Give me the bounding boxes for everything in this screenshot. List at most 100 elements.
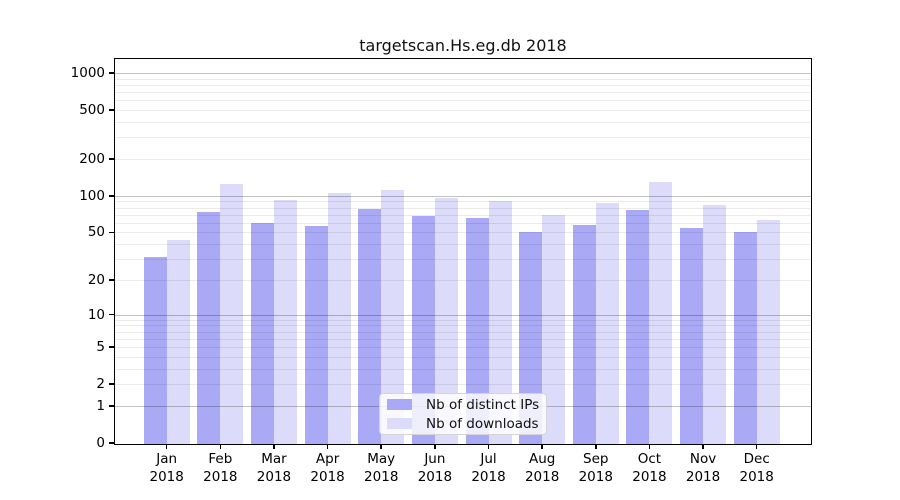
gridline-6 [115, 338, 811, 340]
bar-distinct-ips-mar [250, 222, 274, 444]
x-tick-label-apr: Apr 2018 [310, 451, 345, 485]
gridline-70 [115, 214, 811, 216]
gridline-10 [115, 314, 811, 316]
bar-downloads-jul [488, 200, 512, 444]
x-tick-mark-apr [326, 444, 329, 449]
y-tick-label-100: 100 [79, 187, 105, 204]
y-tick-mark-50 [109, 231, 114, 234]
x-tick-mark-oct [648, 444, 651, 449]
y-tick-mark-2 [109, 383, 114, 385]
y-tick-mark-500 [109, 109, 114, 111]
gridline-700 [115, 92, 811, 94]
gridline-50 [115, 232, 811, 234]
y-tick-label-1: 1 [96, 397, 105, 414]
bar-distinct-ips-jul [465, 217, 489, 444]
y-tick-label-20: 20 [87, 271, 105, 288]
y-tick-label-0: 0 [96, 435, 105, 451]
x-tick-label-sep: Sep 2018 [578, 451, 613, 485]
x-tick-mark-nov [702, 444, 704, 449]
bar-distinct-ips-nov [680, 228, 704, 444]
bar-downloads-jan [166, 240, 190, 444]
x-tick-mark-sep [595, 444, 597, 449]
gridline-100 [115, 195, 811, 197]
bar-distinct-ips-may [358, 209, 382, 444]
plot-area: Nb of distinct IPs Nb of downloads [114, 58, 812, 445]
bar-distinct-ips-apr [304, 225, 328, 444]
x-tick-label-oct: Oct 2018 [632, 451, 667, 485]
gridline-900 [115, 78, 811, 80]
x-tick-label-aug: Aug 2018 [524, 451, 560, 485]
gridline-7 [115, 331, 811, 333]
bar-downloads-may [381, 189, 405, 444]
gridline-40 [115, 244, 811, 246]
gridline-300 [115, 137, 811, 139]
gridline-2 [115, 384, 811, 386]
legend: Nb of distinct IPs Nb of downloads [379, 393, 547, 435]
y-tick-mark-100 [109, 195, 114, 197]
gridline-200 [115, 159, 811, 160]
y-tick-label-200: 200 [79, 151, 105, 167]
bar-distinct-ips-aug [519, 232, 543, 444]
y-tick-label-5: 5 [96, 339, 105, 356]
y-tick-mark-1000 [109, 72, 114, 74]
x-tick-mark-jul [487, 444, 490, 449]
x-tick-label-dec: Dec 2018 [739, 451, 774, 485]
bar-downloads-dec [756, 220, 780, 444]
legend-label-downloads: Nb of downloads [426, 415, 539, 432]
bar-distinct-ips-oct [626, 209, 650, 444]
y-tick-label-500: 500 [79, 102, 105, 119]
gridline-4 [115, 356, 811, 358]
x-tick-mark-mar [273, 444, 275, 449]
bar-distinct-ips-jun [411, 216, 435, 444]
gridline-400 [115, 122, 811, 124]
x-tick-label-feb: Feb 2018 [203, 451, 238, 485]
y-tick-mark-200 [109, 158, 114, 160]
y-tick-mark-1 [109, 405, 114, 407]
gridline-30 [115, 259, 811, 261]
legend-item-distinct-ips: Nb of distinct IPs [380, 396, 546, 413]
gridline-3 [115, 368, 811, 370]
bar-downloads-jun [434, 198, 458, 444]
gridline-1000 [115, 73, 811, 75]
gridline-500 [115, 110, 811, 112]
legend-label-distinct-ips: Nb of distinct IPs [426, 396, 540, 413]
bar-downloads-feb [220, 183, 244, 444]
x-tick-label-mar: Mar 2018 [256, 451, 292, 485]
gridline-600 [115, 100, 811, 102]
x-tick-mark-may [380, 444, 382, 449]
bar-distinct-ips-feb [197, 211, 221, 444]
gridline-60 [115, 222, 811, 224]
x-tick-mark-jun [434, 444, 436, 449]
bar-downloads-mar [273, 200, 297, 444]
chart-title: targetscan.Hs.eg.db 2018 [359, 36, 567, 55]
gridline-800 [115, 84, 811, 86]
gridline-20 [115, 279, 811, 281]
y-tick-mark-5 [109, 346, 114, 348]
y-tick-mark-0 [109, 442, 114, 444]
x-tick-mark-dec [755, 444, 758, 449]
bar-downloads-sep [595, 202, 619, 444]
bar-downloads-aug [542, 214, 566, 444]
x-tick-label-may: May 2018 [364, 451, 399, 485]
legend-swatch-downloads [387, 418, 412, 429]
legend-swatch-distinct-ips [387, 399, 412, 410]
gridline-80 [115, 207, 811, 209]
bar-distinct-ips-dec [733, 232, 757, 444]
bar-downloads-apr [327, 193, 351, 444]
legend-item-downloads: Nb of downloads [380, 415, 546, 432]
y-tick-label-50: 50 [87, 224, 105, 241]
x-tick-label-jun: Jun 2018 [417, 451, 453, 485]
x-tick-label-nov: Nov 2018 [685, 451, 721, 485]
x-tick-mark-aug [541, 444, 543, 449]
bar-distinct-ips-sep [572, 224, 596, 444]
y-tick-label-1000: 1000 [70, 65, 105, 82]
bar-downloads-nov [703, 205, 727, 444]
gridline-5 [115, 347, 811, 349]
bar-downloads-oct [649, 181, 673, 444]
y-tick-label-2: 2 [96, 376, 105, 393]
y-tick-mark-20 [109, 279, 114, 281]
x-tick-label-jul: Jul 2018 [471, 451, 506, 485]
y-tick-mark-10 [109, 313, 114, 316]
gridline-8 [115, 325, 811, 327]
